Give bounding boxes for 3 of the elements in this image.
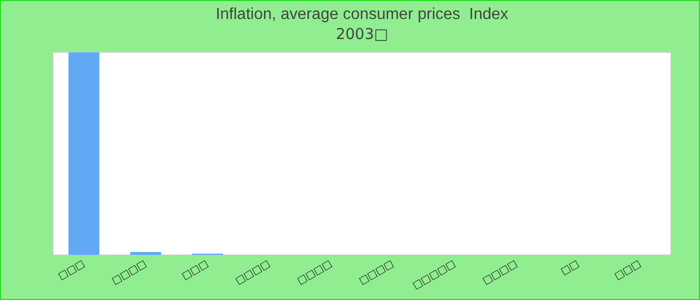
- chart-title: Inflation, average consumer prices Index: [216, 6, 508, 24]
- x-tick-label: □□: [559, 258, 582, 278]
- chart-subtitle: 2003□: [336, 25, 388, 44]
